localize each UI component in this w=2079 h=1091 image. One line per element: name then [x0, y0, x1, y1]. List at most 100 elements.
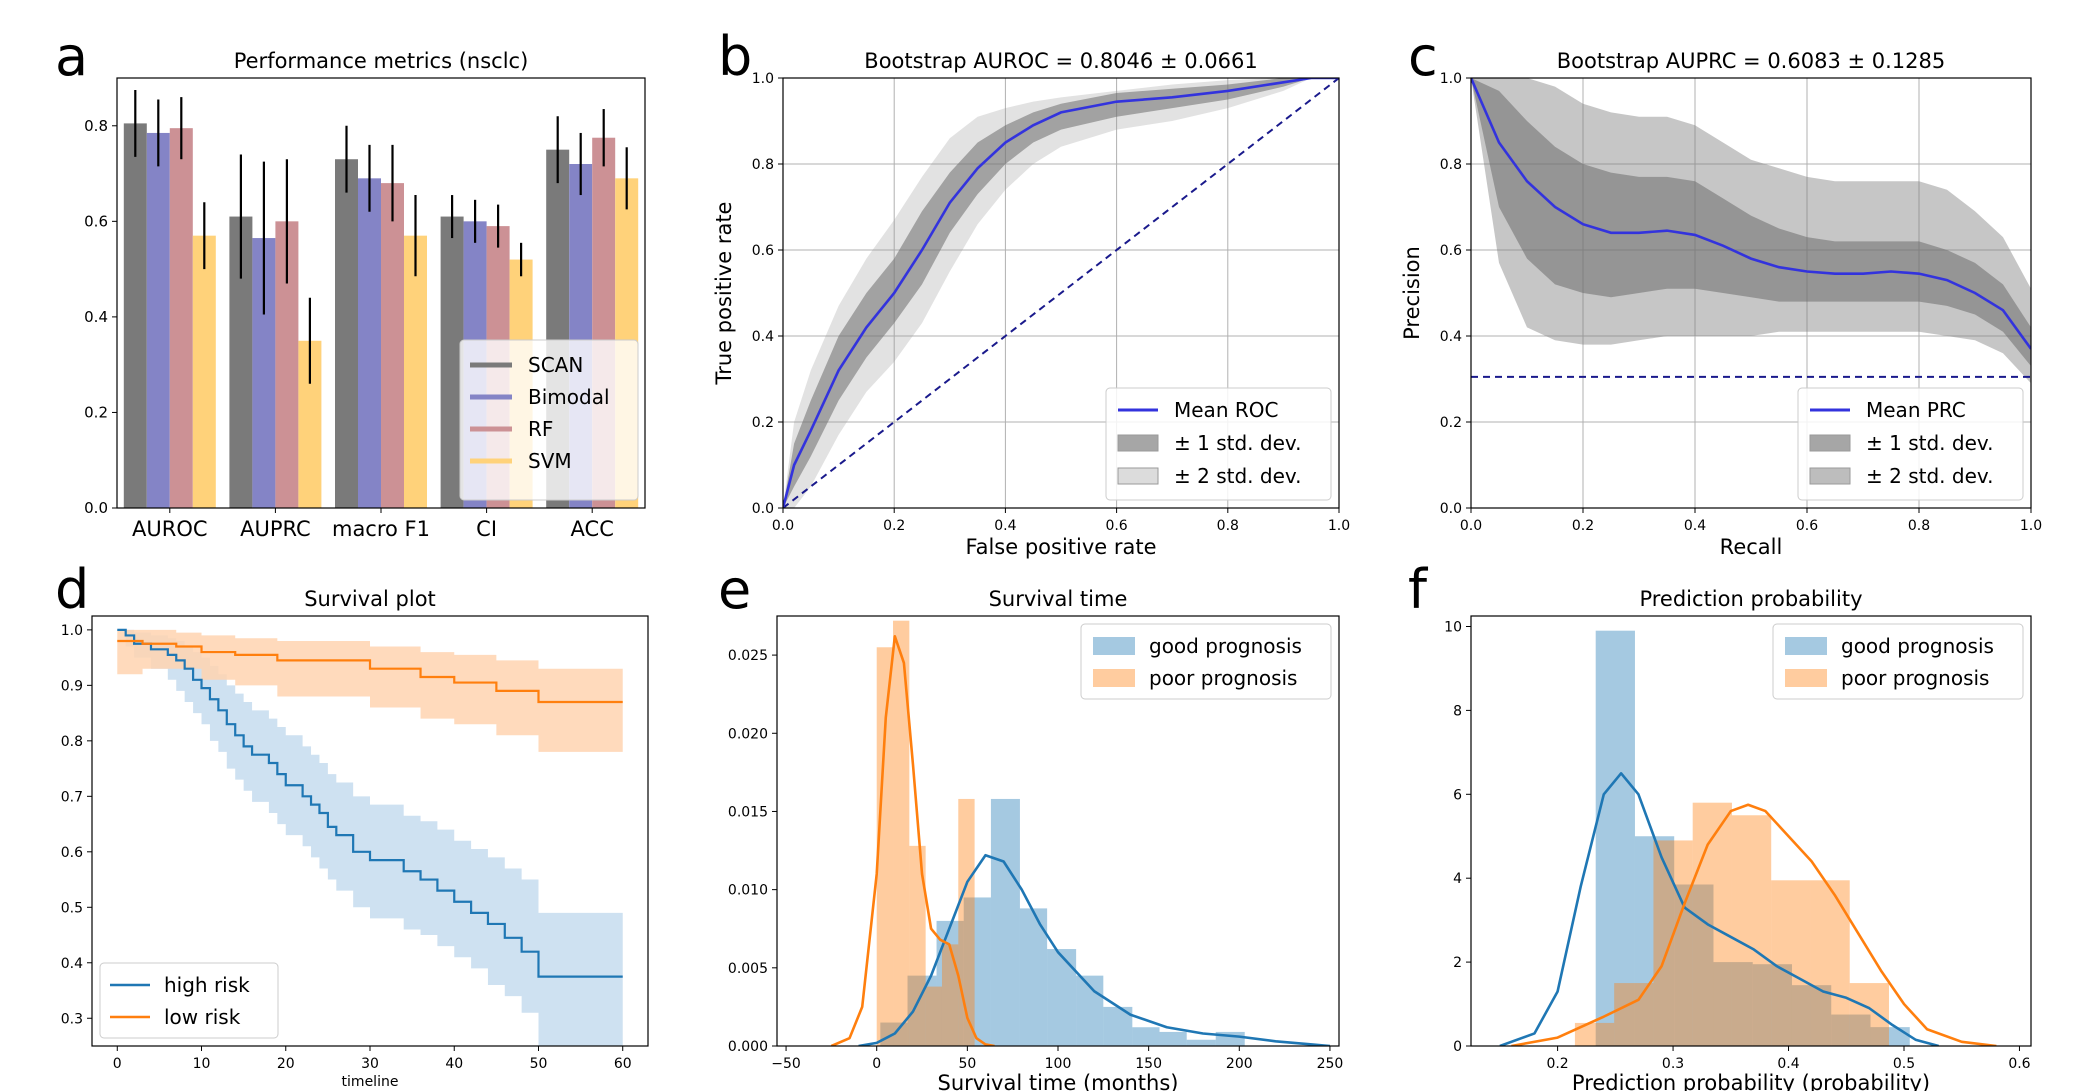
hist-bar-0	[1132, 1027, 1160, 1046]
hist-bar-1	[1692, 802, 1732, 1046]
plot-frame	[1470, 615, 2032, 1047]
x-tick-label: 0.0	[772, 518, 794, 534]
panel-letter-d: d	[55, 558, 89, 621]
bar-bimodal	[146, 132, 170, 508]
y-axis-label: True positive rate	[712, 202, 736, 386]
x-tick-label: −50	[771, 1056, 801, 1072]
x-axis-label: Prediction probability (probability)	[1572, 1071, 1930, 1091]
legend-label: poor prognosis	[1841, 666, 1989, 690]
plot-frame	[776, 615, 1340, 1047]
chart-title: Performance metrics (nsclc)	[234, 49, 529, 73]
y-tick-label: 0.000	[728, 1039, 768, 1055]
y-tick-label: 0.0	[752, 501, 774, 517]
y-tick-label: 0.6	[61, 845, 83, 861]
kde-curve-1	[1511, 803, 1997, 1046]
hist-bar-1	[958, 798, 975, 1046]
panel-c: c Bootstrap AUPRC = 0.6083 ± 0.1285 0.0 0.2…	[1400, 25, 2042, 559]
x-axis-label: False positive rate	[965, 535, 1156, 559]
y-tick-label: 0.0	[84, 499, 108, 517]
bar-scan	[335, 159, 358, 508]
hist-bar-1	[1614, 983, 1654, 1046]
hist-bar-0	[1186, 1039, 1216, 1046]
hist-bar-1	[876, 647, 894, 1046]
y-tick-label: 0.2	[752, 415, 774, 431]
kde-curve-0	[858, 853, 1331, 1046]
legend-swatch	[1809, 467, 1851, 485]
survival-curve-1	[117, 639, 623, 704]
y-tick-label: 0.8	[84, 117, 108, 135]
y-tick-label: 0.7	[61, 789, 83, 805]
x-tick-label: 0	[872, 1056, 881, 1072]
hist-bar-0	[1870, 1027, 1910, 1046]
hist-bar-1	[1771, 880, 1811, 1046]
plot-frame	[116, 77, 646, 509]
plot-frame	[91, 615, 649, 1047]
x-tick-label: 0.2	[883, 518, 905, 534]
x-tick-label: 0.0	[1460, 518, 1482, 534]
hist-bar-0	[990, 798, 1020, 1046]
panel-b: b Bootstrap AUROC = 0.8046 ± 0.0661 0.0 0.2…	[712, 25, 1350, 559]
bar-rf	[169, 128, 193, 508]
bar-rf	[381, 183, 404, 508]
hist-bar-0	[1791, 985, 1832, 1046]
legend-box	[1105, 387, 1332, 501]
chance-line	[783, 78, 1339, 508]
y-tick-label: 0.2	[84, 403, 108, 421]
bar-scan	[229, 216, 253, 509]
y-tick-label: 0.8	[61, 734, 83, 750]
legend-box	[1797, 387, 2024, 501]
hist-bar-1	[1849, 983, 1889, 1046]
plot-area	[1471, 78, 2031, 384]
y-tick-label: 0.015	[728, 804, 768, 820]
hist-bar-0	[1713, 962, 1753, 1046]
category-label: macro F1	[332, 517, 430, 541]
panel-letter-c: c	[1408, 25, 1438, 88]
ci-band-0	[117, 629, 623, 1046]
std1-band	[1471, 78, 2031, 367]
legend-label: RF	[528, 417, 553, 441]
y-tick-label: 0.010	[728, 883, 768, 899]
legend-label: high risk	[164, 973, 250, 997]
y-tick-label: 6	[1453, 787, 1462, 803]
y-tick-label: 0.5	[61, 900, 83, 916]
legend-swatch	[1117, 434, 1159, 452]
category-label: AUPRC	[240, 517, 311, 541]
legend-swatch	[1785, 637, 1827, 655]
x-axis-label: Survival time (months)	[938, 1071, 1179, 1091]
y-tick-label: 8	[1453, 703, 1462, 719]
y-tick-label: 4	[1453, 871, 1462, 887]
y-tick-label: 0	[1453, 1039, 1462, 1055]
hist-bar-0	[1752, 964, 1792, 1046]
plot-area	[117, 628, 623, 1046]
y-tick-label: 1.0	[61, 623, 83, 639]
legend-label: ± 1 std. dev.	[1174, 431, 1302, 455]
x-tick-label: 250	[1317, 1056, 1344, 1072]
hist-bar-1	[1653, 840, 1693, 1046]
panel-e: e Survival time −50 0 50 100 150 200 250 0.000 0.0…	[718, 558, 1343, 1091]
plot-area	[830, 620, 1331, 1046]
legend-label: ± 2 std. dev.	[1866, 464, 1994, 488]
x-tick-label: 0.8	[1217, 518, 1239, 534]
panel-d: d Survival plot 0 10 20 30 40 50 60 0.3 0.4 0.5 0.6 0…	[55, 558, 649, 1090]
legend-label: ± 1 std. dev.	[1866, 431, 1994, 455]
y-tick-label: 0.8	[1440, 157, 1462, 173]
x-tick-label: 0.4	[1684, 518, 1706, 534]
bar-svm	[404, 235, 427, 508]
bar-svm	[298, 340, 322, 508]
legend-swatch	[1809, 434, 1851, 452]
x-axis-label: timeline	[342, 1074, 399, 1090]
x-tick-label: 0.5	[1893, 1056, 1915, 1072]
hist-bar-1	[1810, 880, 1850, 1046]
x-tick-label: 100	[1045, 1056, 1072, 1072]
y-tick-label: 0.6	[1440, 243, 1462, 259]
std2-band	[783, 78, 1339, 508]
y-tick-label: 0.6	[752, 243, 774, 259]
legend-label: Bimodal	[528, 385, 610, 409]
panel-letter-b: b	[718, 25, 752, 88]
y-tick-label: 0.2	[1440, 415, 1462, 431]
legend-swatch	[1093, 669, 1135, 687]
x-tick-label: 0	[113, 1056, 122, 1072]
bar-scan	[123, 123, 147, 508]
x-tick-label: 60	[614, 1056, 632, 1072]
